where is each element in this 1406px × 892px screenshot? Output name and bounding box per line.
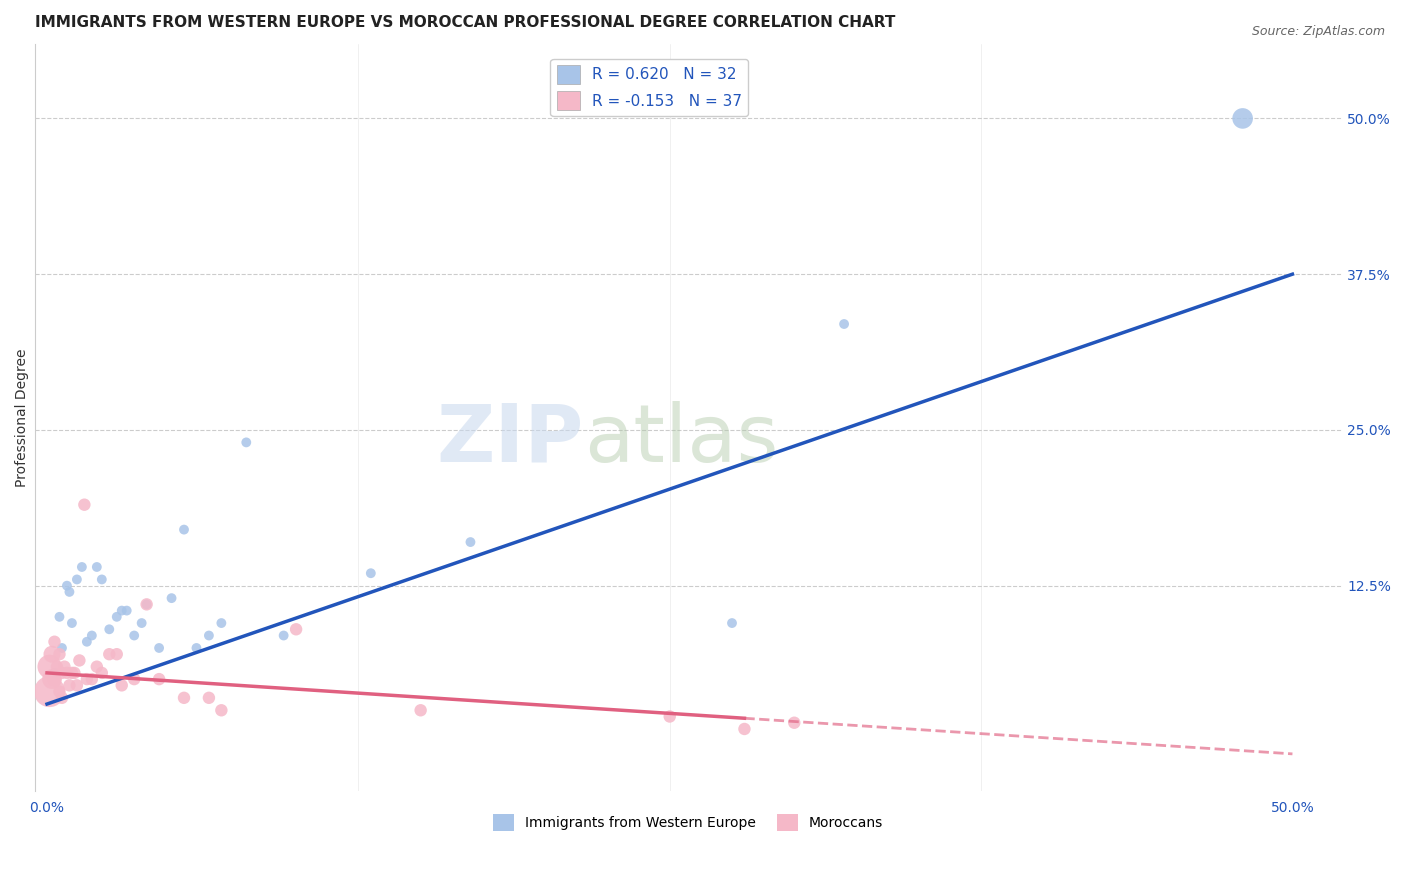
Point bbox=[721, 615, 744, 630]
Point bbox=[98, 647, 121, 661]
Point bbox=[198, 690, 221, 705]
Point bbox=[273, 628, 295, 642]
Text: atlas: atlas bbox=[583, 401, 778, 479]
Point bbox=[48, 684, 70, 698]
Point bbox=[51, 665, 73, 680]
Point bbox=[209, 615, 232, 630]
Point bbox=[53, 659, 76, 673]
Point bbox=[46, 659, 69, 673]
Point bbox=[58, 678, 80, 692]
Point bbox=[66, 573, 89, 587]
Point bbox=[360, 566, 382, 581]
Point bbox=[73, 498, 96, 512]
Point bbox=[409, 703, 432, 717]
Point bbox=[198, 628, 221, 642]
Point bbox=[58, 585, 80, 599]
Point bbox=[209, 703, 232, 717]
Legend: Immigrants from Western Europe, Moroccans: Immigrants from Western Europe, Moroccan… bbox=[488, 808, 889, 837]
Point bbox=[122, 628, 145, 642]
Point bbox=[148, 672, 170, 686]
Point bbox=[44, 665, 66, 680]
Point bbox=[70, 560, 93, 574]
Point bbox=[235, 435, 257, 450]
Point bbox=[86, 560, 108, 574]
Point bbox=[98, 622, 121, 636]
Point bbox=[186, 640, 208, 655]
Text: IMMIGRANTS FROM WESTERN EUROPE VS MOROCCAN PROFESSIONAL DEGREE CORRELATION CHART: IMMIGRANTS FROM WESTERN EUROPE VS MOROCC… bbox=[35, 15, 896, 30]
Point bbox=[41, 647, 63, 661]
Point bbox=[80, 672, 103, 686]
Point bbox=[105, 647, 128, 661]
Point bbox=[38, 684, 60, 698]
Point bbox=[56, 579, 79, 593]
Point bbox=[90, 665, 112, 680]
Point bbox=[285, 622, 308, 636]
Point bbox=[60, 615, 83, 630]
Point bbox=[658, 709, 681, 723]
Point bbox=[41, 672, 63, 686]
Point bbox=[48, 610, 70, 624]
Point bbox=[51, 640, 73, 655]
Point bbox=[44, 672, 66, 686]
Point bbox=[56, 665, 79, 680]
Point bbox=[131, 615, 153, 630]
Point bbox=[67, 653, 90, 667]
Text: Source: ZipAtlas.com: Source: ZipAtlas.com bbox=[1251, 25, 1385, 38]
Point bbox=[173, 690, 195, 705]
Point bbox=[105, 610, 128, 624]
Point bbox=[38, 659, 60, 673]
Point bbox=[44, 634, 66, 648]
Point bbox=[60, 665, 83, 680]
Point bbox=[460, 535, 482, 549]
Point bbox=[111, 678, 134, 692]
Point bbox=[90, 573, 112, 587]
Point bbox=[115, 604, 138, 618]
Point bbox=[122, 672, 145, 686]
Point bbox=[51, 690, 73, 705]
Point bbox=[783, 715, 806, 730]
Point bbox=[148, 640, 170, 655]
Point bbox=[135, 598, 157, 612]
Point bbox=[832, 317, 855, 331]
Text: ZIP: ZIP bbox=[436, 401, 583, 479]
Point bbox=[63, 665, 86, 680]
Point bbox=[173, 523, 195, 537]
Point bbox=[111, 604, 134, 618]
Point bbox=[135, 598, 157, 612]
Point bbox=[80, 628, 103, 642]
Point bbox=[76, 634, 98, 648]
Point bbox=[66, 678, 89, 692]
Point bbox=[48, 647, 70, 661]
Point bbox=[76, 672, 98, 686]
Point bbox=[733, 722, 755, 736]
Point bbox=[1232, 112, 1254, 126]
Point bbox=[86, 659, 108, 673]
Y-axis label: Professional Degree: Professional Degree bbox=[15, 348, 30, 487]
Point bbox=[160, 591, 183, 606]
